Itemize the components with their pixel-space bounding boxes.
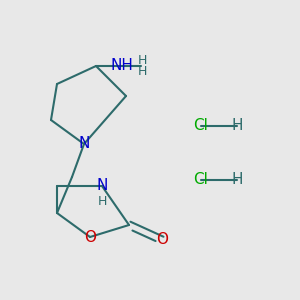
Text: H: H xyxy=(97,195,107,208)
Text: Cl: Cl xyxy=(194,172,208,188)
Text: H: H xyxy=(231,118,243,134)
Text: H: H xyxy=(138,65,147,78)
Text: NH: NH xyxy=(111,58,134,74)
Text: N: N xyxy=(96,178,108,194)
Text: Cl: Cl xyxy=(194,118,208,134)
Text: O: O xyxy=(156,232,168,247)
Text: O: O xyxy=(84,230,96,244)
Text: H: H xyxy=(231,172,243,188)
Text: N: N xyxy=(78,136,90,152)
Text: H: H xyxy=(138,54,147,67)
